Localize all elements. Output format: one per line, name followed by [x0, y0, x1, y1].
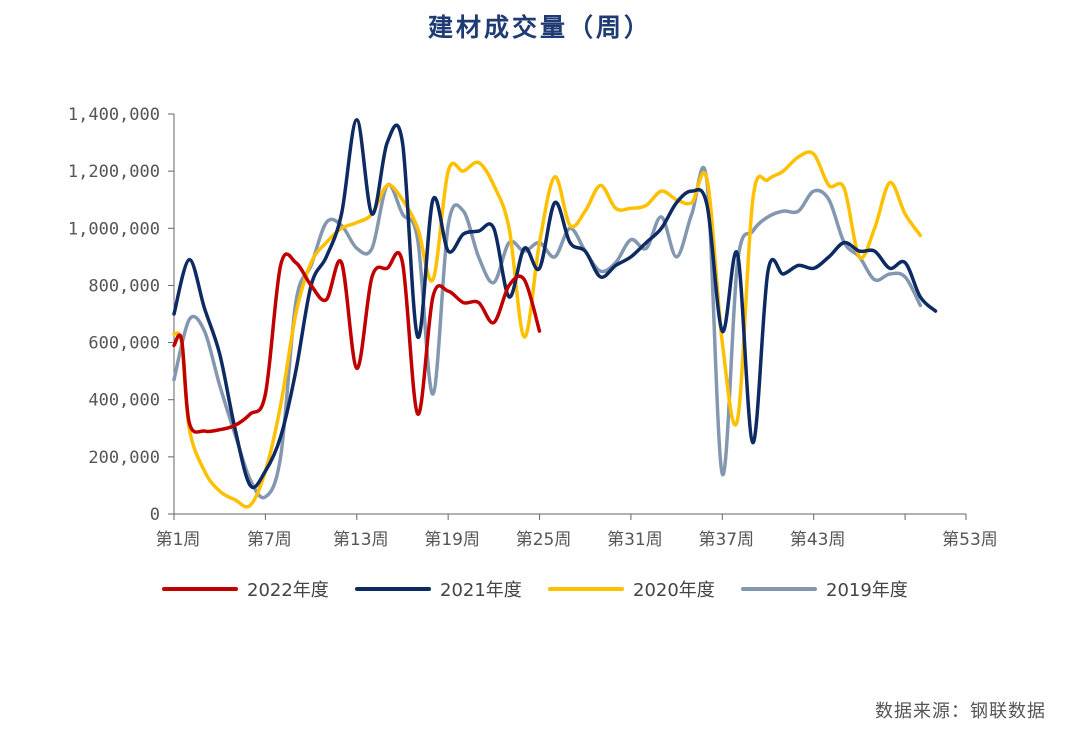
x-tick-label: 第37周 [698, 530, 754, 550]
y-tick-label: 0 [150, 505, 160, 525]
legend: 2022年度 2021年度 2020年度 2019年度 [162, 580, 908, 601]
y-tick-label: 600,000 [88, 334, 160, 354]
series-line-2021年度 [172, 117, 938, 490]
series-line-2020年度 [172, 150, 923, 509]
x-tick-label: 第1周 [156, 530, 201, 550]
series-line-2022年度 [172, 251, 542, 434]
legend-label: 2019年度 [826, 580, 908, 601]
legend-label: 2022年度 [247, 580, 329, 601]
y-tick-label: 1,000,000 [68, 219, 160, 239]
chart-title: 建材成交量（周） [427, 13, 652, 42]
legend-label: 2021年度 [440, 580, 522, 601]
axes: 0 200,000 400,000 600,000 800,000 1,000,000 1,… [68, 105, 998, 550]
x-tick-label: 第43周 [790, 530, 846, 550]
x-tick-label: 第13周 [333, 530, 389, 550]
y-tick-label: 1,400,000 [68, 105, 160, 125]
x-tick-label: 第31周 [607, 530, 663, 550]
series-line-2019年度 [172, 165, 923, 500]
source-note: 数据来源：钢联数据 [875, 701, 1046, 722]
x-tick-label: 第19周 [424, 530, 480, 550]
x-tick-label: 第53周 [942, 530, 998, 550]
y-tick-label: 200,000 [88, 448, 160, 468]
x-tick-label: 第7周 [247, 530, 292, 550]
x-tick-label: 第25周 [516, 530, 572, 550]
y-tick-label: 1,200,000 [68, 162, 160, 182]
series-lines [172, 117, 938, 509]
y-tick-label: 800,000 [88, 276, 160, 296]
legend-label: 2020年度 [633, 580, 715, 601]
y-tick-label: 400,000 [88, 391, 160, 411]
